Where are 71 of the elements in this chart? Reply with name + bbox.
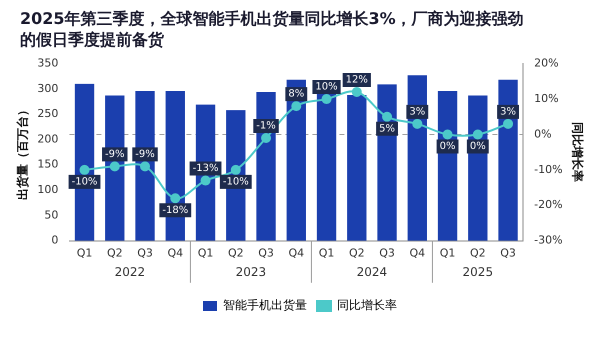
data-label: -13%	[192, 163, 218, 174]
data-label: -9%	[135, 148, 155, 160]
x-tick-label: Q4	[167, 246, 184, 260]
x-tick-label: Q2	[470, 246, 486, 260]
point	[80, 164, 90, 175]
x-tick-label: Q1	[76, 246, 92, 260]
y-tick-label: 300	[37, 82, 58, 95]
x-tick-label: Q1	[440, 246, 456, 260]
y2-tick-label: -10%	[534, 162, 563, 176]
y-tick-label: 350	[37, 56, 58, 70]
data-label: -9%	[105, 148, 125, 160]
point	[382, 112, 392, 122]
point	[472, 129, 483, 140]
point	[230, 164, 241, 175]
legend-label: 同比增长率	[337, 298, 397, 312]
data-label: -18%	[162, 204, 188, 216]
point	[352, 86, 362, 97]
data-label: 3%	[500, 106, 516, 118]
point	[322, 94, 332, 104]
x-tick-label: Q2	[348, 246, 365, 260]
data-label: 8%	[288, 88, 304, 100]
point	[291, 101, 302, 112]
bar	[347, 94, 366, 241]
x-tick-label: Q3	[379, 246, 395, 260]
legend-label: 智能手机出货量	[223, 298, 307, 312]
text: 2023	[236, 264, 266, 279]
x-tick-label: Q1	[198, 246, 214, 260]
y-tick-label: 0	[51, 234, 58, 247]
x-tick-label: Q4	[409, 246, 426, 260]
data-label: 10%	[315, 82, 338, 93]
x-tick-label: Q2	[228, 246, 244, 260]
y-tick-label: 50	[44, 208, 58, 222]
y-tick-label: 150	[37, 158, 58, 171]
y2-axis-title: 同比增长率	[570, 122, 585, 182]
data-label: -10%	[222, 176, 249, 188]
y2-tick-label: 0%	[534, 127, 552, 140]
data-label: 12%	[346, 74, 368, 86]
x-tick-label: Q3	[258, 246, 274, 260]
data-label: 0%	[470, 141, 486, 152]
x-tick-label: Q3	[500, 246, 516, 260]
data-label: -10%	[72, 176, 98, 188]
y2-tick-label: -30%	[534, 234, 563, 247]
y-axis-title: 出货量（百万台）	[15, 104, 30, 200]
point	[110, 161, 120, 172]
text: 2024	[356, 264, 388, 279]
point	[140, 161, 150, 172]
bar	[286, 80, 306, 241]
x-tick-label: Q3	[137, 246, 153, 260]
point	[261, 133, 272, 144]
x-tick-label: Q2	[106, 246, 123, 260]
text: 2025	[462, 264, 494, 279]
point	[170, 193, 180, 204]
y2-tick-label: -20%	[534, 198, 563, 212]
data-label: 5%	[379, 123, 395, 134]
bar	[377, 84, 397, 241]
point	[412, 118, 422, 129]
data-label: 0%	[440, 141, 456, 152]
x-tick-label: Q1	[318, 246, 334, 260]
point	[442, 129, 453, 140]
point	[200, 176, 211, 186]
y2-tick-label: 10%	[534, 92, 559, 105]
y-tick-label: 200	[37, 132, 58, 146]
chart-title: 2025年第三季度，全球智能手机出货量同比增长3%，厂商为迎接强劲的假日季度提前备货	[20, 8, 525, 50]
data-label: -1%	[256, 120, 276, 132]
y2-tick-label: 20%	[534, 56, 559, 70]
y-tick-label: 100	[37, 183, 58, 196]
y-tick-label: 250	[37, 107, 58, 120]
point	[503, 118, 514, 129]
x-tick-label: Q4	[288, 246, 304, 260]
data-label: 3%	[409, 106, 426, 118]
text: 2022	[114, 264, 146, 279]
